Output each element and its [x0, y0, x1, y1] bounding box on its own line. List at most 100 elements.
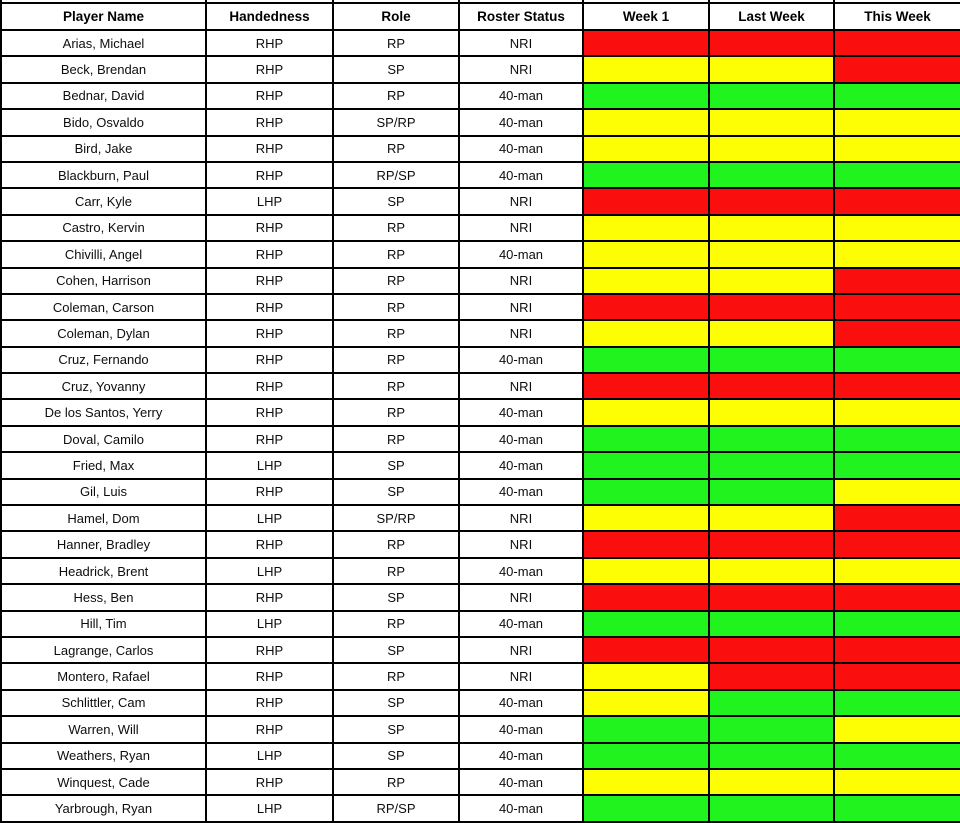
status-cell-this_week[interactable]	[833, 28, 960, 58]
cell-player[interactable]: Hill, Tim	[0, 609, 207, 638]
status-cell-this_week[interactable]	[833, 160, 960, 190]
cell-roster[interactable]: 40-man	[458, 160, 584, 190]
status-cell-last_week[interactable]	[708, 556, 835, 586]
status-cell-last_week[interactable]	[708, 240, 835, 269]
status-cell-week1[interactable]	[582, 451, 710, 480]
cell-roster[interactable]: 40-man	[458, 240, 584, 269]
cell-role[interactable]: SP	[332, 55, 460, 84]
cell-role[interactable]: RP/SP	[332, 794, 460, 823]
column-header-last_week[interactable]: Last Week	[708, 2, 835, 31]
cell-player[interactable]: Headrick, Brent	[0, 556, 207, 586]
cell-player[interactable]: Cruz, Yovanny	[0, 372, 207, 401]
status-cell-this_week[interactable]	[833, 583, 960, 612]
cell-handedness[interactable]: LHP	[205, 556, 334, 586]
status-cell-week1[interactable]	[582, 292, 710, 322]
status-cell-this_week[interactable]	[833, 662, 960, 691]
cell-role[interactable]: SP	[332, 583, 460, 612]
status-cell-this_week[interactable]	[833, 187, 960, 216]
cell-roster[interactable]: 40-man	[458, 741, 584, 770]
status-cell-week1[interactable]	[582, 767, 710, 797]
cell-handedness[interactable]: RHP	[205, 424, 334, 454]
status-cell-week1[interactable]	[582, 794, 710, 823]
cell-roster[interactable]: NRI	[458, 55, 584, 84]
cell-player[interactable]: Coleman, Carson	[0, 292, 207, 322]
cell-roster[interactable]: 40-man	[458, 794, 584, 823]
cell-handedness[interactable]: RHP	[205, 55, 334, 84]
cell-roster[interactable]: NRI	[458, 530, 584, 559]
cell-player[interactable]: Montero, Rafael	[0, 662, 207, 691]
status-cell-this_week[interactable]	[833, 609, 960, 638]
cell-role[interactable]: RP	[332, 372, 460, 401]
cell-roster[interactable]: NRI	[458, 583, 584, 612]
cell-roster[interactable]: 40-man	[458, 688, 584, 718]
cell-player[interactable]: Warren, Will	[0, 715, 207, 744]
cell-player[interactable]: Blackburn, Paul	[0, 160, 207, 190]
cell-role[interactable]: RP	[332, 134, 460, 163]
cell-handedness[interactable]: RHP	[205, 240, 334, 269]
status-cell-last_week[interactable]	[708, 319, 835, 348]
cell-player[interactable]: De los Santos, Yerry	[0, 398, 207, 427]
status-cell-last_week[interactable]	[708, 81, 835, 111]
cell-role[interactable]: RP	[332, 292, 460, 322]
cell-role[interactable]: SP/RP	[332, 504, 460, 533]
cell-roster[interactable]: 40-man	[458, 609, 584, 638]
status-cell-this_week[interactable]	[833, 424, 960, 454]
status-cell-this_week[interactable]	[833, 398, 960, 427]
cell-player[interactable]: Carr, Kyle	[0, 187, 207, 216]
column-header-handedness[interactable]: Handedness	[205, 2, 334, 31]
status-cell-week1[interactable]	[582, 266, 710, 295]
status-cell-this_week[interactable]	[833, 292, 960, 322]
cell-player[interactable]: Gil, Luis	[0, 477, 207, 507]
status-cell-last_week[interactable]	[708, 345, 835, 375]
status-cell-week1[interactable]	[582, 715, 710, 744]
status-cell-this_week[interactable]	[833, 345, 960, 375]
column-header-week1[interactable]: Week 1	[582, 2, 710, 31]
cell-role[interactable]: RP	[332, 609, 460, 638]
cell-role[interactable]: SP/RP	[332, 108, 460, 137]
status-cell-week1[interactable]	[582, 28, 710, 58]
status-cell-last_week[interactable]	[708, 266, 835, 295]
cell-handedness[interactable]: RHP	[205, 28, 334, 58]
cell-player[interactable]: Doval, Camilo	[0, 424, 207, 454]
cell-handedness[interactable]: RHP	[205, 767, 334, 797]
cell-roster[interactable]: 40-man	[458, 134, 584, 163]
status-cell-week1[interactable]	[582, 187, 710, 216]
status-cell-last_week[interactable]	[708, 767, 835, 797]
cell-roster[interactable]: NRI	[458, 187, 584, 216]
cell-player[interactable]: Coleman, Dylan	[0, 319, 207, 348]
cell-roster[interactable]: 40-man	[458, 81, 584, 111]
cell-roster[interactable]: 40-man	[458, 424, 584, 454]
status-cell-week1[interactable]	[582, 504, 710, 533]
cell-player[interactable]: Castro, Kervin	[0, 213, 207, 243]
status-cell-this_week[interactable]	[833, 741, 960, 770]
cell-roster[interactable]: 40-man	[458, 477, 584, 507]
cell-player[interactable]: Winquest, Cade	[0, 767, 207, 797]
cell-roster[interactable]: NRI	[458, 319, 584, 348]
column-header-this_week[interactable]: This Week	[833, 2, 960, 31]
cell-role[interactable]: SP	[332, 635, 460, 665]
cell-roster[interactable]: NRI	[458, 662, 584, 691]
cell-handedness[interactable]: RHP	[205, 134, 334, 163]
cell-roster[interactable]: NRI	[458, 504, 584, 533]
status-cell-last_week[interactable]	[708, 635, 835, 665]
status-cell-week1[interactable]	[582, 530, 710, 559]
status-cell-week1[interactable]	[582, 741, 710, 770]
status-cell-this_week[interactable]	[833, 556, 960, 586]
status-cell-week1[interactable]	[582, 134, 710, 163]
status-cell-week1[interactable]	[582, 213, 710, 243]
cell-handedness[interactable]: RHP	[205, 477, 334, 507]
cell-role[interactable]: RP	[332, 662, 460, 691]
cell-role[interactable]: RP	[332, 556, 460, 586]
cell-player[interactable]: Weathers, Ryan	[0, 741, 207, 770]
cell-roster[interactable]: NRI	[458, 28, 584, 58]
cell-handedness[interactable]: RHP	[205, 635, 334, 665]
status-cell-week1[interactable]	[582, 609, 710, 638]
cell-handedness[interactable]: LHP	[205, 504, 334, 533]
cell-player[interactable]: Fried, Max	[0, 451, 207, 480]
status-cell-this_week[interactable]	[833, 240, 960, 269]
cell-handedness[interactable]: LHP	[205, 451, 334, 480]
cell-player[interactable]: Schlittler, Cam	[0, 688, 207, 718]
status-cell-this_week[interactable]	[833, 767, 960, 797]
cell-role[interactable]: SP	[332, 477, 460, 507]
cell-role[interactable]: RP	[332, 319, 460, 348]
